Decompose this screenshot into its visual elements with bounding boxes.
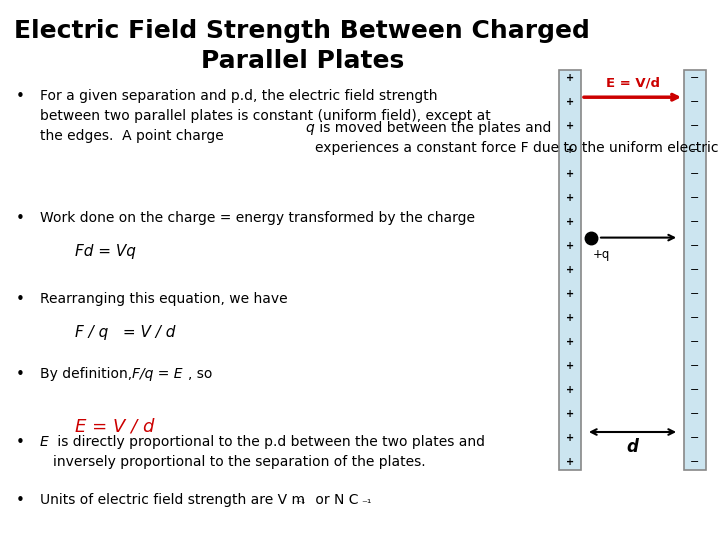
Text: d: d	[626, 438, 639, 456]
Text: −: −	[690, 121, 700, 131]
Text: +: +	[566, 217, 575, 227]
Text: −: −	[690, 361, 700, 371]
Text: +: +	[566, 265, 575, 275]
Text: −: −	[690, 241, 700, 251]
Text: •: •	[16, 292, 24, 307]
Text: is moved between the plates and
experiences a constant force F due to the unifor: is moved between the plates and experien…	[315, 121, 720, 155]
Text: •: •	[16, 493, 24, 508]
Text: +: +	[566, 73, 575, 83]
Text: •: •	[16, 435, 24, 450]
Text: −: −	[690, 337, 700, 347]
Text: −: −	[690, 457, 700, 467]
Text: +: +	[566, 289, 575, 299]
Text: Fd = Vq: Fd = Vq	[75, 244, 135, 259]
Text: Parallel Plates: Parallel Plates	[201, 49, 404, 72]
Text: +: +	[566, 313, 575, 323]
Text: •: •	[16, 211, 24, 226]
Text: E = V/d: E = V/d	[606, 76, 660, 89]
Text: For a given separation and p.d, the electric field strength
between two parallel: For a given separation and p.d, the elec…	[40, 89, 490, 143]
Text: Units of electric field strength are V m: Units of electric field strength are V m	[40, 493, 305, 507]
Text: or N C: or N C	[310, 493, 358, 507]
Text: E: E	[40, 435, 48, 449]
Text: is directly proportional to the p.d between the two plates and
inversely proport: is directly proportional to the p.d betw…	[53, 435, 485, 469]
Text: +: +	[566, 433, 575, 443]
Text: −: −	[690, 289, 700, 299]
Text: +: +	[566, 121, 575, 131]
Text: E = V / d: E = V / d	[75, 417, 154, 435]
Text: By definition,: By definition,	[40, 367, 136, 381]
Text: F / q   = V / d: F / q = V / d	[75, 325, 175, 340]
Bar	[684, 70, 706, 470]
Text: •: •	[16, 367, 24, 382]
Text: , so: , so	[188, 367, 212, 381]
Text: −: −	[690, 97, 700, 107]
Text: +: +	[566, 169, 575, 179]
Text: +: +	[566, 193, 575, 203]
Text: −: −	[690, 433, 700, 443]
Text: −: −	[690, 385, 700, 395]
Text: +: +	[566, 97, 575, 107]
Text: ⁻¹: ⁻¹	[361, 499, 372, 509]
Text: F/q = E: F/q = E	[132, 367, 182, 381]
Text: ⁻¹: ⁻¹	[296, 499, 306, 509]
Text: q: q	[305, 121, 315, 135]
Text: Rearranging this equation, we have: Rearranging this equation, we have	[40, 292, 287, 306]
Text: +q: +q	[593, 248, 611, 261]
Text: +: +	[566, 385, 575, 395]
Text: −: −	[690, 217, 700, 227]
Text: Electric Field Strength Between Charged: Electric Field Strength Between Charged	[14, 19, 590, 43]
Bar	[559, 70, 581, 470]
Text: −: −	[690, 73, 700, 83]
Text: −: −	[690, 145, 700, 155]
Text: +: +	[566, 241, 575, 251]
Text: +: +	[566, 337, 575, 347]
Text: −: −	[690, 313, 700, 323]
Text: +: +	[566, 457, 575, 467]
Text: •: •	[16, 89, 24, 104]
Text: −: −	[690, 265, 700, 275]
Text: −: −	[690, 193, 700, 203]
Text: +: +	[566, 145, 575, 155]
Text: +: +	[566, 409, 575, 419]
Text: −: −	[690, 409, 700, 419]
Text: −: −	[690, 169, 700, 179]
Text: +: +	[566, 361, 575, 371]
Text: Work done on the charge = energy transformed by the charge: Work done on the charge = energy transfo…	[40, 211, 474, 225]
